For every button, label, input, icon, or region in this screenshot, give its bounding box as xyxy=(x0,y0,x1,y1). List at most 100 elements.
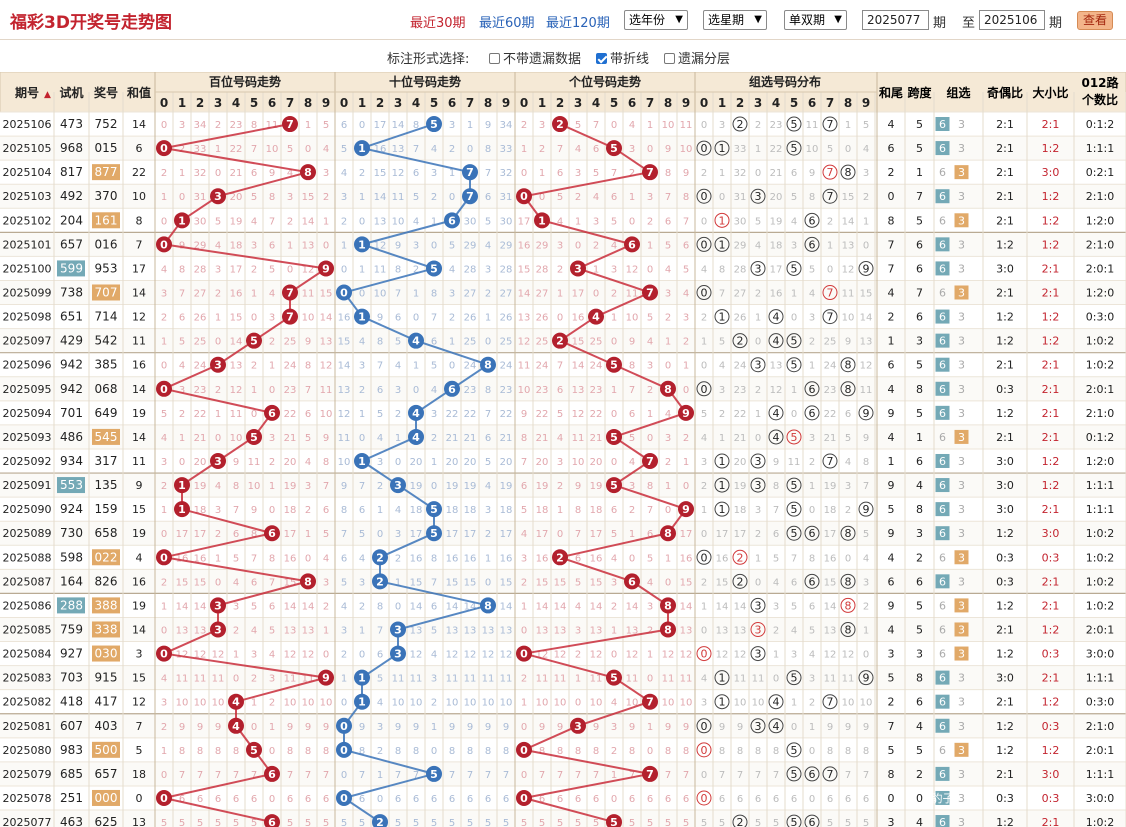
group-omission: 0 xyxy=(755,168,761,179)
week-select[interactable]: 选星期 ▼ xyxy=(703,10,767,30)
group-type-badge xyxy=(935,141,950,156)
hundreds-ball xyxy=(264,814,280,827)
group-omission: 9 xyxy=(809,168,815,179)
group-hit-digit: 6 xyxy=(809,407,816,420)
option-no-omission[interactable]: 不带遗漏数据 xyxy=(489,48,581,67)
omission-value: 7 xyxy=(359,770,365,781)
option-layered[interactable]: 遗漏分层 xyxy=(664,48,730,67)
parity-select[interactable]: 单双期 ▼ xyxy=(784,10,847,30)
omission-value: 7 xyxy=(413,770,419,781)
group-hit-digit: 2 xyxy=(737,551,744,564)
omission-value: 2 xyxy=(557,481,563,492)
year-select[interactable]: 选年份 ▼ xyxy=(624,10,688,30)
to-issue-input[interactable]: 2025106 xyxy=(979,10,1045,30)
omission-value: 10 xyxy=(212,698,225,709)
group-hit xyxy=(804,766,820,782)
omission-value: 18 xyxy=(194,505,207,516)
group-hit-digit: 0 xyxy=(701,744,708,757)
checkbox-icon[interactable] xyxy=(664,53,675,64)
trial-number: 934 xyxy=(60,454,83,468)
omission-value: 5 xyxy=(341,577,347,588)
omission-value: 0 xyxy=(395,601,401,612)
units-ball-digit: 5 xyxy=(610,479,618,492)
to-unit-label: 期 xyxy=(1049,16,1063,31)
table-row xyxy=(0,641,1126,666)
group-hit xyxy=(696,140,712,156)
group-omission: 4 xyxy=(701,433,707,444)
digit-header-group-9: 9 xyxy=(862,96,870,110)
link-recent-30[interactable]: 最近30期 xyxy=(410,16,466,31)
stat-big_small: 1:2 xyxy=(1042,214,1060,227)
omission-value: 2 xyxy=(647,216,653,227)
link-recent-120[interactable]: 最近120期 xyxy=(546,16,610,31)
group-hit xyxy=(786,116,802,132)
sort-icon[interactable]: ▲ xyxy=(44,90,51,100)
omission-value: 8 xyxy=(287,746,293,757)
query-button[interactable]: 查看 xyxy=(1077,11,1113,30)
omission-value: 13 xyxy=(320,337,333,348)
group-omission: 9 xyxy=(863,433,869,444)
omission-value: 28 xyxy=(500,264,513,275)
omission-value: 3 xyxy=(575,626,581,637)
group-omission: 0 xyxy=(845,553,851,564)
week-select-value: 选星期 xyxy=(708,13,745,27)
group-omission: 15 xyxy=(824,577,837,588)
option-with-lines[interactable]: 带折线 xyxy=(596,48,649,67)
omission-value: 2 xyxy=(179,409,185,420)
omission-value: 4 xyxy=(485,240,491,251)
trial-number: 553 xyxy=(60,478,83,492)
group-type-alt: 6 xyxy=(939,287,946,300)
omission-value: 15 xyxy=(194,577,207,588)
hundreds-ball-digit: 7 xyxy=(286,311,294,324)
omission-value: 6 xyxy=(521,481,527,492)
omission-value: 23 xyxy=(194,385,207,396)
omission-value: 21 xyxy=(194,433,207,444)
hundreds-ball xyxy=(264,765,280,782)
omission-value: 6 xyxy=(323,794,329,805)
omission-value: 11 xyxy=(374,264,387,275)
omission-value: 16 xyxy=(338,313,351,324)
omission-value: 1 xyxy=(359,264,365,275)
omission-value: 12 xyxy=(446,650,459,661)
stat-span: 5 xyxy=(916,624,923,637)
omission-value: 8 xyxy=(197,746,203,757)
omission-value: 0 xyxy=(611,409,617,420)
omission-value: 5 xyxy=(557,409,563,420)
omission-value: 5 xyxy=(557,192,563,203)
omission-value: 4 xyxy=(161,264,167,275)
group-omission: 3 xyxy=(791,650,797,661)
stat-big_small: 2:1 xyxy=(1042,431,1060,444)
omission-value: 9 xyxy=(269,168,275,179)
from-issue-input[interactable]: 2025077 xyxy=(862,10,929,30)
units-ball-digit: 7 xyxy=(646,696,654,709)
omission-value: 0 xyxy=(341,264,347,275)
tens-ball xyxy=(480,597,496,614)
sum-value: 19 xyxy=(132,527,146,540)
omission-value: 3 xyxy=(269,433,275,444)
omission-value: 1 xyxy=(629,529,635,540)
omission-value: 9 xyxy=(251,505,257,516)
checkbox-checked-icon[interactable] xyxy=(596,53,607,64)
hundreds-ball-digit: 3 xyxy=(214,599,222,612)
group-omission: 15 xyxy=(842,192,855,203)
group-omission: 4 xyxy=(773,577,779,588)
omission-value: 7 xyxy=(179,770,185,781)
tens-ball xyxy=(408,332,424,349)
omission-value: 1 xyxy=(467,120,473,131)
omission-value: 10 xyxy=(662,698,675,709)
omission-value: 2 xyxy=(359,168,365,179)
omission-value: 9 xyxy=(593,722,599,733)
prize-number: 388 xyxy=(95,598,118,612)
units-ball-digit: 5 xyxy=(610,359,618,372)
group-hit xyxy=(804,814,820,827)
omission-value: 11 xyxy=(302,674,315,685)
link-recent-60[interactable]: 最近60期 xyxy=(479,16,535,31)
omission-value: 15 xyxy=(680,577,693,588)
omission-value: 6 xyxy=(197,794,203,805)
checkbox-icon[interactable] xyxy=(489,53,500,64)
omission-value: 1 xyxy=(557,289,563,300)
group-type: 6 xyxy=(939,142,946,155)
omission-value: 1 xyxy=(647,409,653,420)
stat-tail: 8 xyxy=(888,214,895,227)
omission-value: 0 xyxy=(377,529,383,540)
